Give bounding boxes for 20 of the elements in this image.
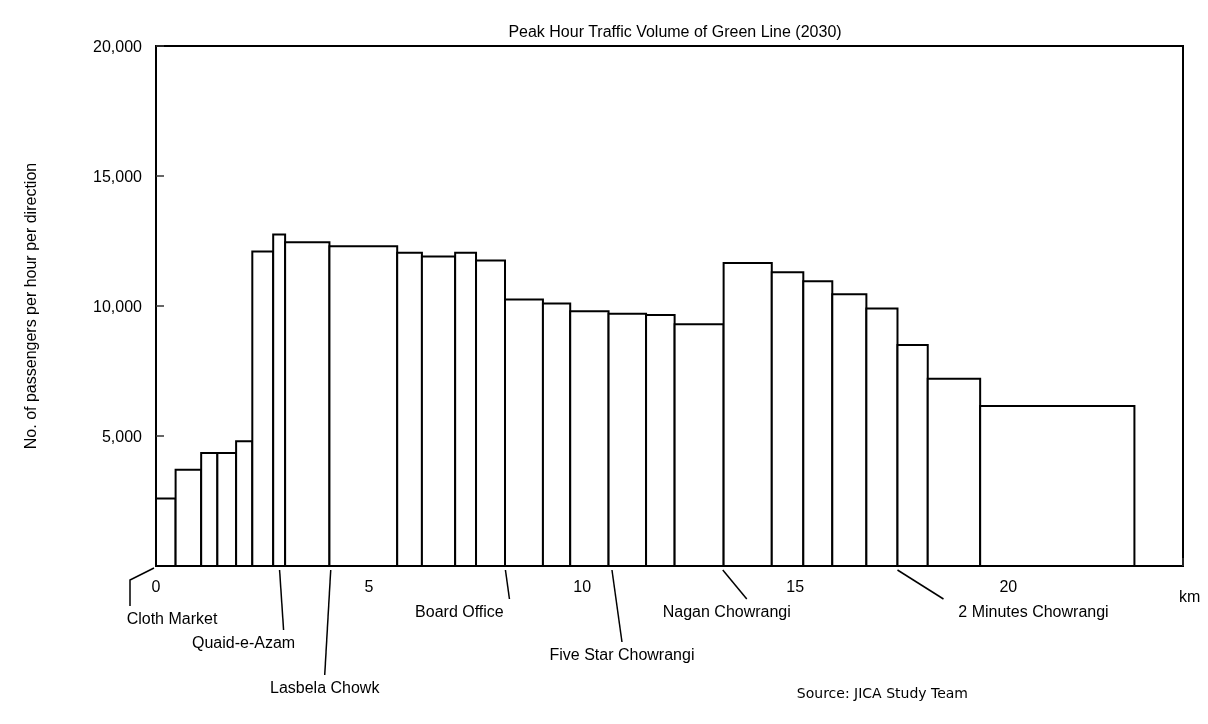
x-tick-label: 10: [573, 577, 592, 595]
y-axis-title: No. of passengers per hour per direction: [21, 162, 39, 450]
annotation: Five Star Chowrangi: [549, 645, 695, 663]
y-tick-label: 20,000: [93, 37, 143, 55]
x-tick-label: 20: [999, 577, 1018, 595]
x-tick-label: 5: [364, 577, 374, 595]
y-tick-label: 5,000: [101, 427, 143, 445]
annotation: Quaid-e-Azam: [192, 633, 296, 651]
annotation: 2 Minutes Chowrangi: [958, 602, 1109, 620]
y-tick-label: 15,000: [93, 167, 143, 185]
y-tick-label: 10,000: [93, 297, 143, 315]
source-note: Source: JICA Study Team: [796, 685, 968, 701]
annotation: Nagan Chowrangi: [662, 602, 791, 620]
x-tick-label: 15: [786, 577, 805, 595]
annotation: Lasbela Chowk: [270, 678, 381, 696]
chart-title: Peak Hour Traffic Volume of Green Line (2030): [508, 22, 842, 40]
x-tick-label: 0: [151, 577, 161, 595]
annotation: Cloth Market: [126, 609, 218, 627]
annotation: Board Office: [415, 602, 504, 620]
x-axis-title: km: [1179, 587, 1201, 605]
